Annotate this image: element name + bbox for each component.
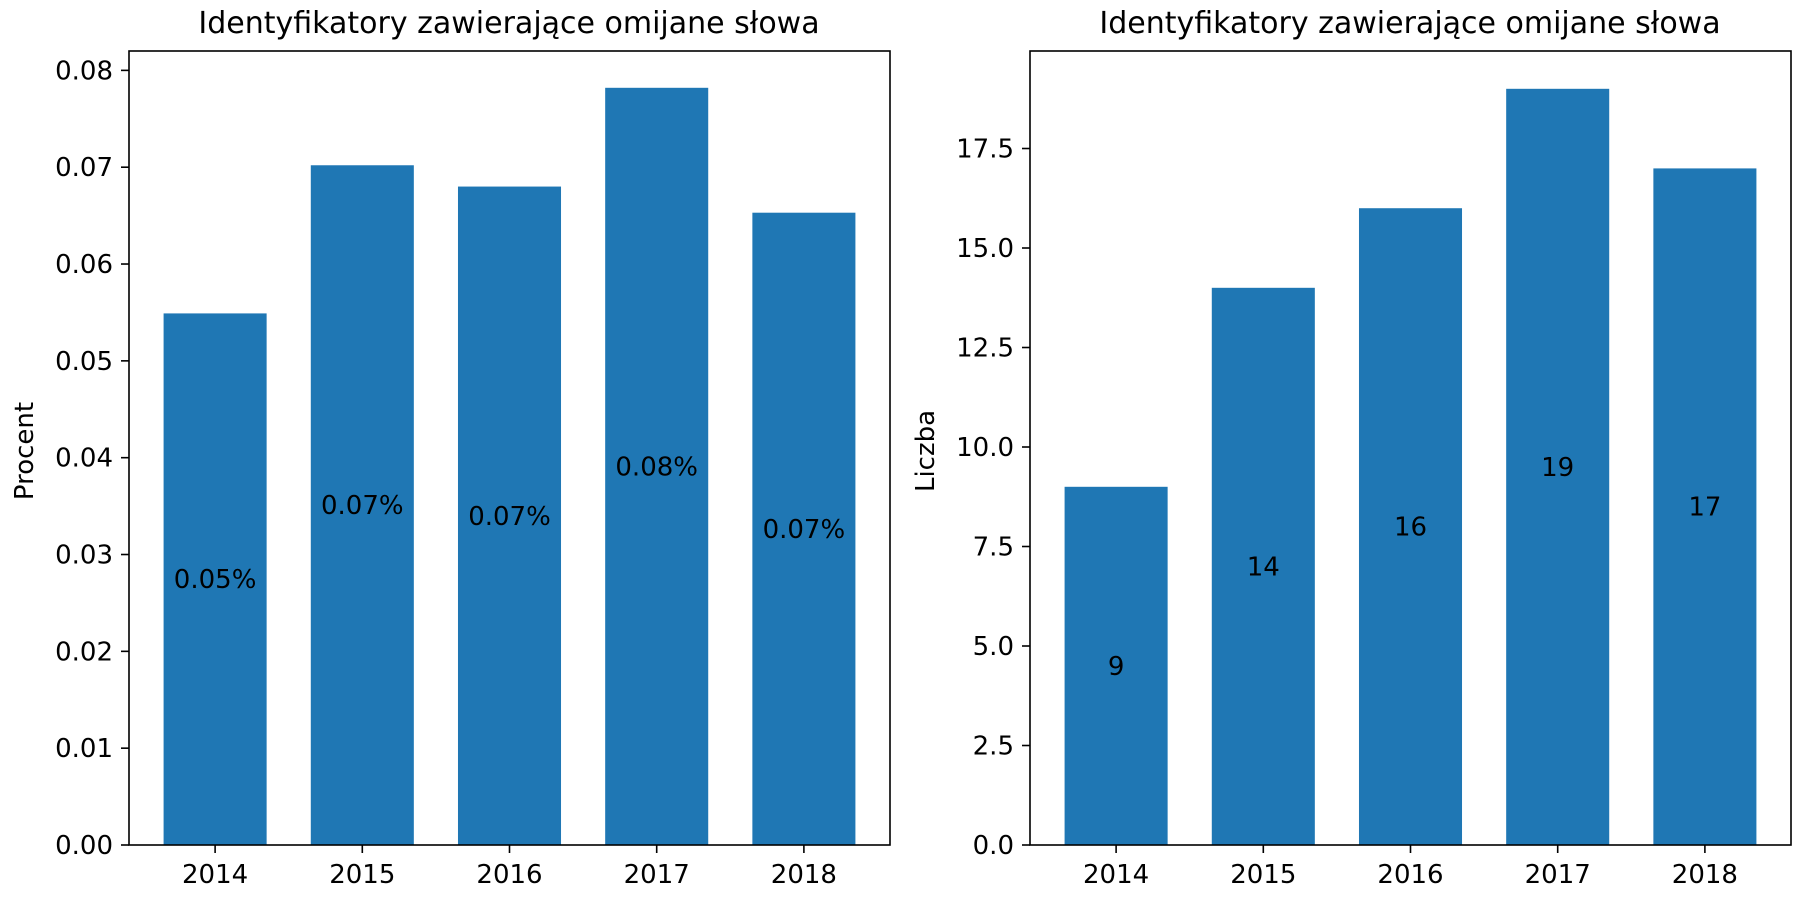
y-tick-label: 0.03	[55, 541, 113, 571]
bar-2016	[457, 186, 562, 845]
x-tick-label: 2016	[1377, 860, 1443, 890]
y-tick-label: 7.5	[973, 533, 1014, 563]
x-tick-label: 2015	[1230, 860, 1296, 890]
y-tick-label: 0.04	[55, 444, 113, 474]
bar-value-label: 0.07%	[468, 502, 551, 532]
chart-title: Identyfikatory zawierające omijane słowa	[1099, 6, 1720, 41]
x-tick-label: 2015	[329, 860, 395, 890]
y-tick-label: 10.0	[956, 433, 1014, 463]
bar-value-label: 14	[1247, 552, 1280, 582]
bar-value-label: 16	[1394, 513, 1427, 543]
x-ticks-group: 2014 2015 2016 2017 2018	[182, 845, 837, 890]
x-tick-label: 2017	[624, 860, 690, 890]
bar-2015	[310, 165, 414, 845]
bar-labels-group: 0.05% 0.07% 0.07% 0.08% 0.07%	[174, 452, 845, 595]
bar-value-label: 19	[1541, 453, 1574, 483]
y-tick-label: 15.0	[956, 234, 1014, 264]
y-tick-label: 5.0	[973, 632, 1014, 662]
x-tick-label: 2018	[771, 860, 837, 890]
chart-title: Identyfikatory zawierające omijane słowa	[198, 6, 819, 41]
x-tick-label: 2018	[1672, 860, 1738, 890]
y-tick-label: 12.5	[956, 334, 1014, 364]
bars-group	[163, 87, 856, 846]
plot-frame	[128, 50, 891, 846]
chart-percent: Identyfikatory zawierające omijane słowa…	[10, 6, 891, 890]
bar-value-label: 9	[1108, 652, 1125, 682]
bar-value-label: 0.05%	[174, 565, 257, 595]
bar-value-label: 0.07%	[763, 515, 846, 545]
y-tick-label: 0.02	[55, 637, 113, 667]
y-tick-label: 0.05	[55, 347, 113, 377]
y-tick-label: 2.5	[973, 732, 1014, 762]
bar-2014	[1064, 486, 1168, 845]
x-tick-label: 2014	[182, 860, 248, 890]
y-tick-label: 0.01	[55, 734, 113, 764]
plot-frame	[1029, 50, 1792, 846]
chart-count: Identyfikatory zawierające omijane słowa…	[911, 6, 1792, 890]
y-tick-label: 0.00	[55, 831, 113, 861]
y-tick-label: 0.08	[55, 56, 113, 86]
bar-value-label: 0.08%	[615, 452, 698, 482]
bar-2016	[1358, 208, 1463, 845]
y-tick-label: 0.07	[55, 153, 113, 183]
x-tick-label: 2016	[476, 860, 542, 890]
y-tick-label: 0.06	[55, 250, 113, 280]
y-tick-label: 17.5	[956, 135, 1014, 165]
bar-2018	[1653, 168, 1757, 845]
bar-2018	[752, 212, 856, 845]
x-tick-label: 2014	[1083, 860, 1149, 890]
x-ticks-group: 2014 2015 2016 2017 2018	[1083, 845, 1738, 890]
bar-labels-group: 9 14 16 19 17	[1108, 453, 1722, 682]
bars-group	[1064, 88, 1757, 845]
y-axis-label: Liczba	[911, 410, 941, 492]
bar-value-label: 17	[1688, 493, 1721, 523]
y-tick-label: 0.0	[973, 831, 1014, 861]
y-axis-label: Procent	[10, 402, 40, 500]
bar-2014	[163, 313, 267, 845]
y-ticks-group: 0.0 2.5 5.0 7.5 10.0 12.5 15.0 17.5	[956, 135, 1030, 861]
bar-2015	[1211, 287, 1315, 845]
bar-2017	[1506, 88, 1610, 845]
bar-value-label: 0.07%	[321, 491, 404, 521]
x-tick-label: 2017	[1525, 860, 1591, 890]
bar-2017	[605, 87, 709, 846]
y-ticks-group: 0.00 0.01 0.02 0.03 0.04 0.05 0.06 0.07 0.08	[55, 56, 129, 861]
